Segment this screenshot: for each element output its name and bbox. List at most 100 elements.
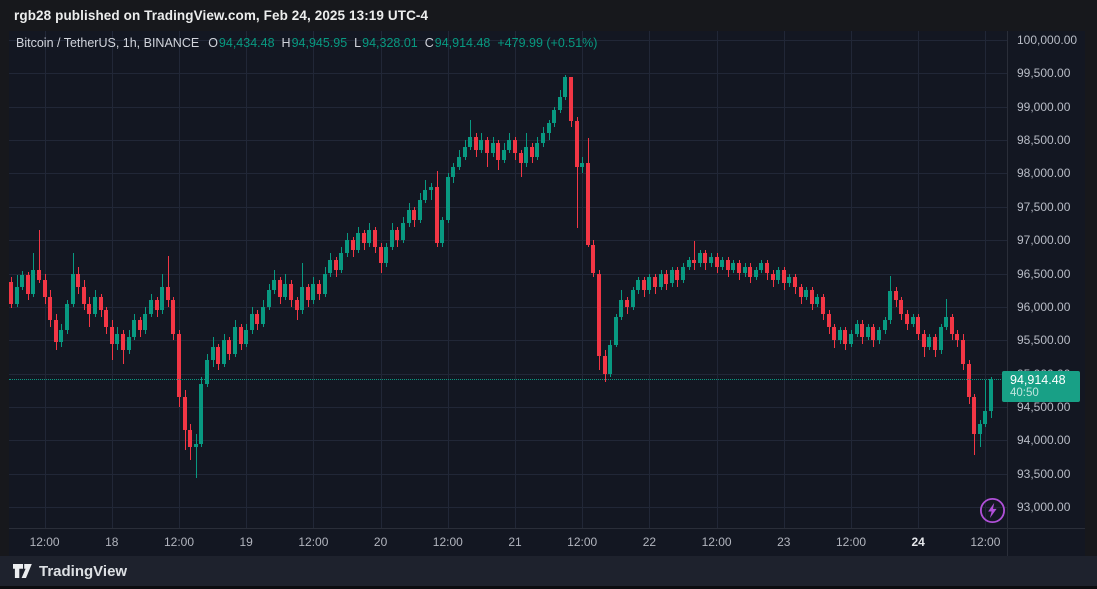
candle-body: [709, 256, 713, 264]
candle-body: [911, 316, 915, 324]
candle-body: [715, 256, 719, 267]
attribution-text: rgb28 published on TradingView.com, Feb …: [14, 8, 429, 23]
symbol-title[interactable]: Bitcoin / TetherUS, 1h, BINANCE: [16, 36, 200, 50]
candle-body: [457, 156, 461, 167]
candle-body: [227, 340, 231, 354]
candle-body: [631, 290, 635, 307]
candle-body: [272, 280, 276, 291]
gridline-vertical: [717, 31, 718, 528]
candle-body: [502, 150, 506, 161]
price-tick-label: 100,000.00: [1017, 33, 1078, 47]
candle-body: [815, 296, 819, 304]
time-tick-label: 22: [642, 535, 657, 549]
gridline-horizontal: [9, 173, 1007, 175]
gridline-vertical: [515, 31, 516, 528]
candle-body: [563, 77, 567, 97]
candle-body: [65, 303, 69, 331]
candle-body: [317, 283, 321, 294]
candle-body: [804, 290, 808, 297]
tradingview-logo-icon[interactable]: [13, 563, 32, 579]
candle-body: [373, 230, 377, 247]
gridline-horizontal: [9, 240, 1007, 242]
price-tick-label: 97,000.00: [1017, 233, 1071, 248]
candle-body: [754, 270, 758, 277]
candle-body: [799, 286, 803, 297]
candle-body: [205, 360, 209, 384]
candle-body: [211, 346, 215, 361]
footer-bar: TradingView: [0, 556, 1097, 586]
candle-body: [961, 340, 965, 364]
candle-body: [989, 379, 993, 412]
candle-body: [463, 146, 467, 157]
tradingview-brand: TradingView: [39, 562, 128, 580]
candle-body: [99, 296, 103, 311]
gridline-horizontal: [9, 507, 1007, 508]
candle-body: [849, 333, 853, 344]
candle-body: [87, 303, 91, 314]
candle-body: [306, 286, 310, 301]
candle-body: [216, 346, 220, 364]
ohlc-key: C: [424, 36, 434, 50]
candle-body: [619, 300, 623, 317]
gridline-horizontal: [9, 373, 1007, 375]
candle-body: [692, 260, 696, 264]
candle-wick: [39, 230, 40, 284]
candlestick-chart[interactable]: Bitcoin / TetherUS, 1h, BINANCE O94,434.4…: [9, 31, 1007, 528]
candle-body: [132, 320, 136, 337]
candle-body: [194, 443, 198, 447]
time-tick-label: 19: [239, 535, 253, 549]
price-tick-label: 94,000.00: [1017, 433, 1071, 448]
gridline-vertical: [448, 31, 449, 528]
change-value: +479.99 (+0.51%): [497, 36, 598, 50]
candle-body: [26, 274, 30, 294]
candle-body: [82, 286, 86, 304]
gridline-vertical: [985, 31, 986, 528]
candle-body: [295, 300, 299, 311]
candle-body: [843, 330, 847, 344]
candle-body: [166, 286, 170, 301]
bar-countdown: 40:50: [1010, 387, 1039, 400]
candle-body: [541, 133, 545, 144]
candle-body: [659, 273, 663, 287]
price-tick-label: 99,500.00: [1017, 66, 1071, 81]
chart-legend: Bitcoin / TetherUS, 1h, BINANCE O94,434.4…: [16, 36, 597, 50]
candle-body: [138, 320, 142, 331]
candle-body: [267, 290, 271, 307]
candle-body: [440, 220, 444, 244]
candle-body: [765, 263, 769, 274]
candle-body: [48, 296, 52, 321]
gridline-horizontal: [9, 340, 1007, 342]
candle-body: [860, 323, 864, 337]
candle-body: [446, 176, 450, 221]
candle-body: [793, 276, 797, 287]
ohlc-key: O: [208, 36, 218, 50]
candle-body: [418, 200, 422, 221]
candle-body: [894, 290, 898, 301]
chart-widget: Bitcoin / TetherUS, 1h, BINANCE O94,434.4…: [9, 31, 1085, 556]
time-axis[interactable]: 12:00 18 12:00 19 12:00 20 12:00 21 12:00 22 12:00…: [9, 529, 1007, 556]
attribution-bar: rgb28 published on TradingView.com, Feb …: [0, 0, 1097, 31]
candle-body: [423, 190, 427, 201]
price-tick-label: 96,000.00: [1017, 299, 1071, 314]
price-tick-label: 96,500.00: [1017, 266, 1071, 281]
candle-body: [748, 266, 752, 277]
ohlc-value: 94,945.95: [291, 36, 348, 50]
candle-body: [905, 313, 909, 324]
candle-body: [782, 270, 786, 284]
candle-body: [569, 77, 573, 122]
candle-body: [121, 333, 125, 351]
candle-wick: [168, 256, 169, 307]
candle-body: [395, 230, 399, 241]
gridline-vertical: [246, 31, 247, 528]
gridline-horizontal: [9, 306, 1007, 308]
candle-body: [703, 253, 707, 264]
candle-body: [239, 326, 243, 344]
candle-body: [675, 270, 679, 281]
candle-body: [15, 286, 19, 304]
last-price-badge: 94,914.48 40:50: [1002, 371, 1080, 403]
boost-lightning-icon[interactable]: [979, 497, 1006, 524]
candle-body: [339, 253, 343, 271]
gridline-horizontal: [9, 73, 1007, 75]
price-axis[interactable]: 100,000.00 99,500.00 99,000.00 98,500.00 98,…: [1008, 31, 1085, 528]
